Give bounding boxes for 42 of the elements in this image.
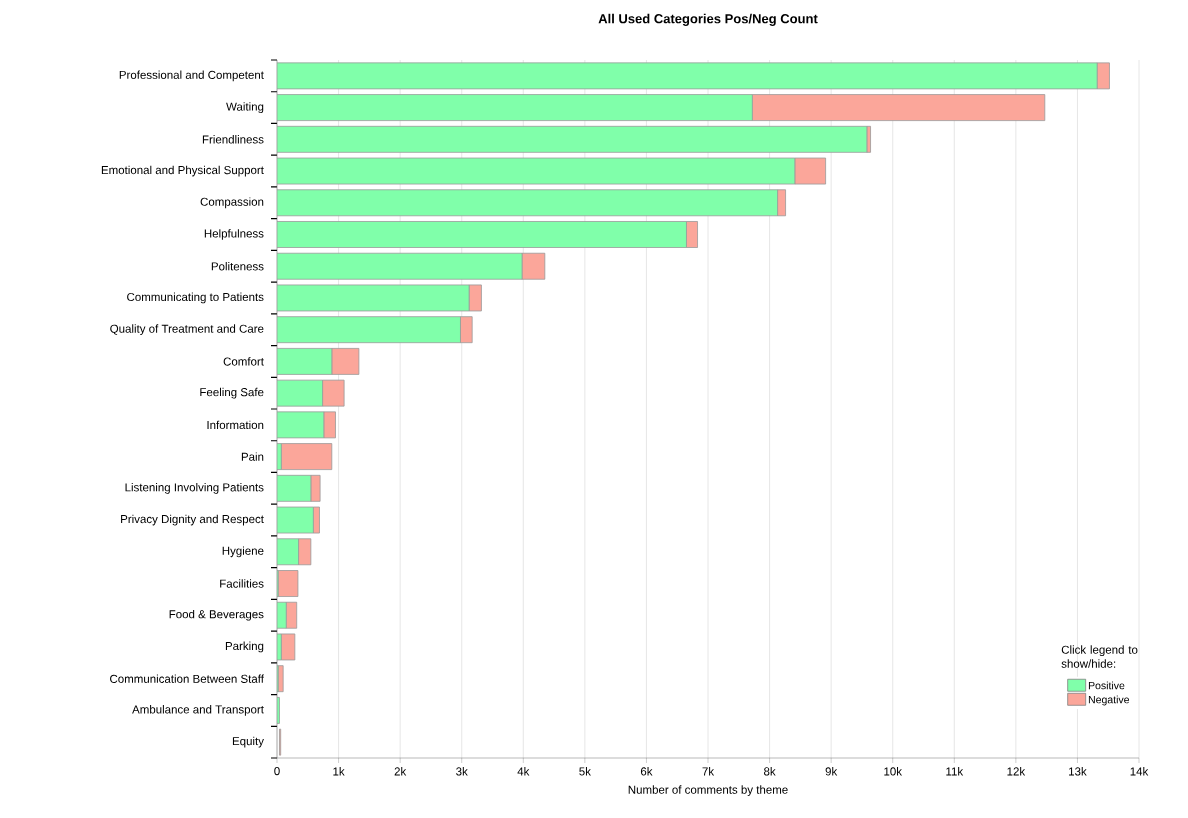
y-tick-label: Politeness (211, 262, 264, 271)
x-tick-label: 5k (579, 767, 591, 776)
y-tick-label: Friendliness (202, 135, 264, 144)
y-tick-label: Ambulance and Transport (132, 705, 264, 716)
y-tick-label: Emotional and Physical Support (101, 165, 264, 177)
x-axis-title: Number of comments by theme (628, 785, 788, 797)
y-tick-label: Communicating to Patients (127, 292, 264, 304)
y-tick-label: Compassion (200, 197, 264, 209)
y-tick-label: Communication Between Staff (110, 674, 264, 683)
x-tick-label: 0 (274, 767, 280, 776)
y-tick-label: Comfort (223, 357, 264, 366)
y-tick-label: Privacy Dignity and Respect (121, 514, 264, 526)
x-tick-label: 6k (640, 767, 653, 776)
chart-title: All Used Categories Pos/Neg Count (598, 13, 818, 26)
y-tick-label: Quality of Treatment and Care (110, 324, 264, 336)
y-tick-label: Helpfulness (204, 229, 264, 240)
x-tick-label: 2k (394, 767, 407, 776)
y-tick-label: Listening Involving Patients (125, 482, 264, 494)
legend-title: Click legend to show/hide: (1061, 645, 1138, 668)
y-tick-label: Waiting (226, 102, 264, 113)
x-tick-label: 12k (1007, 767, 1026, 776)
y-tick-label: Pain (241, 452, 264, 461)
y-tick-label: Parking (225, 641, 264, 653)
y-tick-label: Equity (232, 736, 264, 748)
y-tick-label: Food & Beverages (169, 609, 264, 621)
y-tick-label: Hygiene (222, 546, 264, 558)
x-tick-label: 9k (825, 767, 838, 776)
x-tick-label: 7k (702, 767, 715, 776)
y-tick-label: Professional and Competent (119, 70, 264, 82)
x-tick-label: 8k (764, 767, 776, 776)
x-tick-label: 3k (456, 767, 468, 776)
x-tick-label: 14k (1130, 767, 1149, 776)
y-tick-label: Facilities (220, 579, 264, 588)
y-tick-label: Information (207, 420, 264, 430)
x-tick-label: 13k (1069, 767, 1087, 776)
legend-label: Negative (1088, 695, 1130, 706)
x-tick-label: 10k (884, 767, 902, 776)
x-tick-label: 1k (333, 767, 345, 776)
y-tick-label: Feeling Safe (200, 387, 264, 399)
legend-label: Positive (1088, 681, 1125, 690)
x-tick-label: 4k (517, 767, 530, 776)
x-tick-label: 11k (946, 767, 964, 776)
